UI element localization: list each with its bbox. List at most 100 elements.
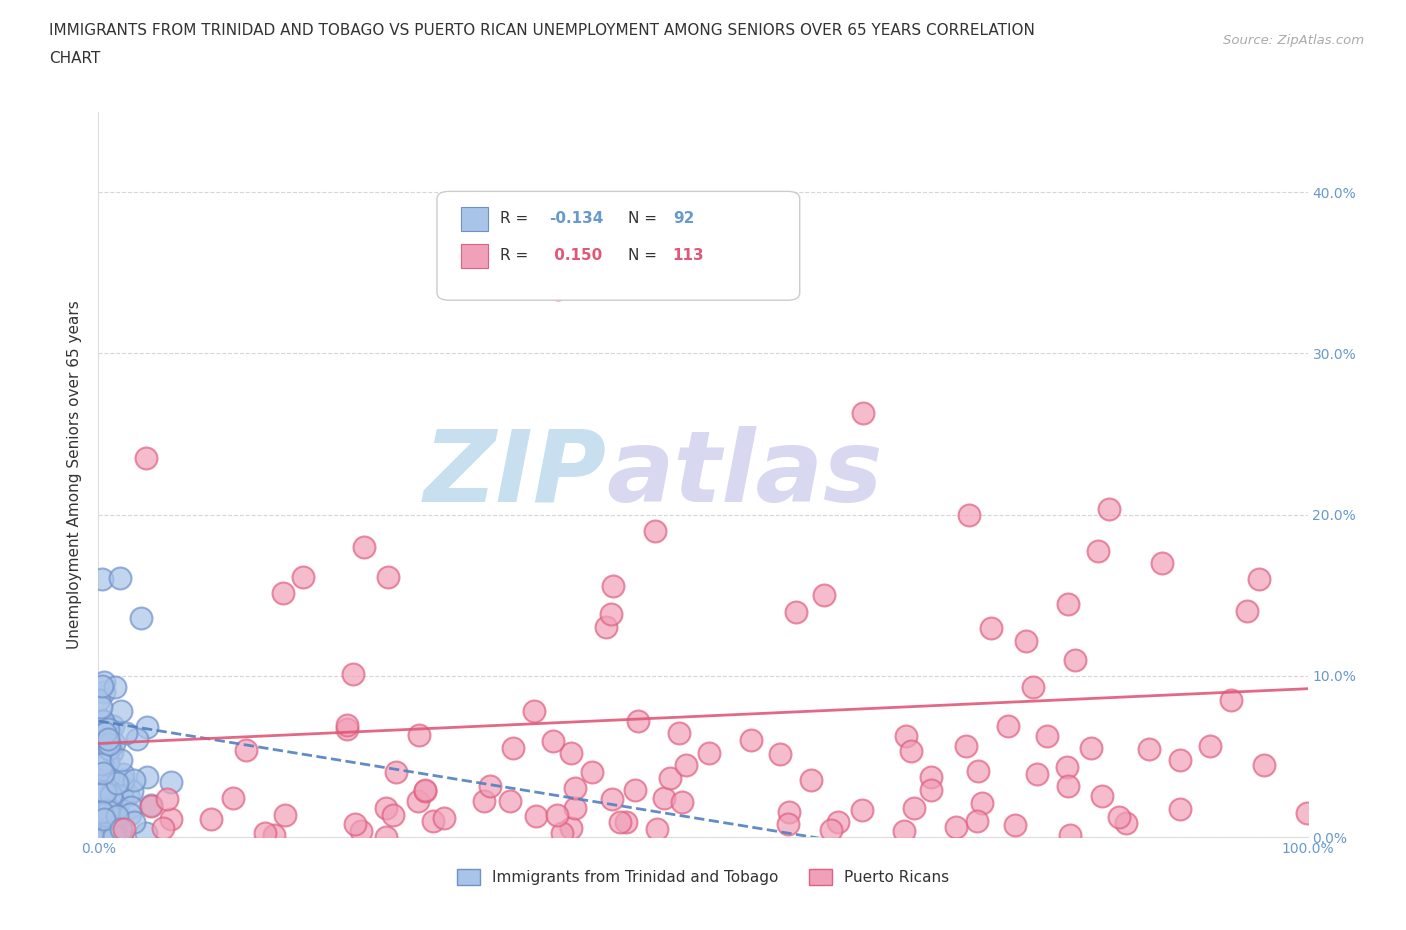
Point bbox=[89, 797, 111, 812]
Point bbox=[97, 741, 120, 756]
Point bbox=[769, 747, 792, 762]
Point bbox=[87, 822, 110, 837]
Point bbox=[624, 782, 647, 797]
Point bbox=[1057, 779, 1080, 794]
Point bbox=[1220, 692, 1243, 707]
Point bbox=[609, 815, 631, 830]
Point bbox=[1108, 810, 1130, 825]
Point bbox=[778, 817, 800, 831]
FancyBboxPatch shape bbox=[437, 192, 800, 300]
Text: atlas: atlas bbox=[606, 426, 883, 523]
Text: 0.150: 0.150 bbox=[550, 247, 603, 263]
Point bbox=[479, 778, 502, 793]
Point bbox=[342, 667, 364, 682]
Point bbox=[94, 804, 117, 818]
Point bbox=[1198, 738, 1220, 753]
Point bbox=[101, 813, 124, 828]
Point bbox=[111, 789, 134, 804]
Point bbox=[560, 746, 582, 761]
Point bbox=[1025, 767, 1047, 782]
Point bbox=[104, 680, 127, 695]
Point bbox=[105, 808, 128, 823]
Point bbox=[499, 793, 522, 808]
Point bbox=[546, 808, 568, 823]
Point bbox=[135, 451, 157, 466]
Point bbox=[93, 811, 115, 826]
Point bbox=[547, 282, 569, 297]
Point bbox=[111, 779, 134, 794]
Point bbox=[120, 800, 142, 815]
FancyBboxPatch shape bbox=[461, 207, 488, 232]
Point bbox=[96, 778, 118, 793]
Point bbox=[852, 405, 875, 420]
Point bbox=[778, 804, 800, 819]
Point bbox=[1022, 679, 1045, 694]
Point bbox=[139, 798, 162, 813]
Point bbox=[581, 764, 603, 779]
Point bbox=[122, 773, 145, 788]
Point bbox=[97, 754, 120, 769]
Point bbox=[90, 712, 112, 727]
Text: IMMIGRANTS FROM TRINIDAD AND TOBAGO VS PUERTO RICAN UNEMPLOYMENT AMONG SENIORS O: IMMIGRANTS FROM TRINIDAD AND TOBAGO VS P… bbox=[49, 23, 1035, 38]
Point bbox=[1168, 752, 1191, 767]
Point bbox=[97, 801, 120, 816]
Point bbox=[103, 718, 125, 733]
Point bbox=[135, 825, 157, 840]
Point bbox=[103, 736, 125, 751]
Point bbox=[1056, 760, 1078, 775]
Point bbox=[159, 811, 181, 826]
Point bbox=[89, 794, 111, 809]
Point bbox=[813, 588, 835, 603]
Point bbox=[920, 782, 942, 797]
Point bbox=[384, 764, 406, 779]
Point bbox=[110, 822, 132, 837]
Point bbox=[114, 726, 136, 741]
Point bbox=[374, 830, 396, 844]
Point bbox=[263, 827, 285, 842]
Point bbox=[103, 813, 125, 828]
Point bbox=[291, 570, 314, 585]
Point bbox=[353, 539, 375, 554]
Point bbox=[502, 740, 524, 755]
Point bbox=[90, 787, 112, 802]
Point bbox=[564, 781, 586, 796]
Legend: Immigrants from Trinidad and Tobago, Puerto Ricans: Immigrants from Trinidad and Tobago, Pue… bbox=[451, 863, 955, 891]
Point bbox=[90, 784, 112, 799]
Point bbox=[602, 578, 624, 593]
Point bbox=[90, 824, 112, 839]
Point bbox=[980, 620, 1002, 635]
FancyBboxPatch shape bbox=[461, 244, 488, 268]
Point bbox=[97, 829, 120, 844]
Point bbox=[1004, 817, 1026, 832]
Point bbox=[740, 732, 762, 747]
Point bbox=[851, 803, 873, 817]
Point bbox=[1296, 805, 1319, 820]
Point bbox=[107, 795, 129, 810]
Point bbox=[675, 757, 697, 772]
Point bbox=[135, 719, 157, 734]
Point bbox=[97, 804, 120, 818]
Point bbox=[98, 737, 121, 751]
Point bbox=[93, 827, 115, 842]
Point bbox=[117, 788, 139, 803]
Point bbox=[156, 791, 179, 806]
Point bbox=[91, 756, 114, 771]
Point bbox=[107, 782, 129, 797]
Point bbox=[408, 728, 430, 743]
Point bbox=[893, 824, 915, 839]
Point bbox=[110, 703, 132, 718]
Point bbox=[382, 808, 405, 823]
Point bbox=[87, 826, 110, 841]
Point bbox=[820, 823, 842, 838]
Point bbox=[108, 820, 131, 835]
Point bbox=[920, 770, 942, 785]
Point bbox=[94, 830, 117, 844]
Point bbox=[413, 784, 436, 799]
Point bbox=[1115, 816, 1137, 830]
Text: 113: 113 bbox=[672, 247, 704, 263]
Point bbox=[94, 725, 117, 740]
Point bbox=[560, 820, 582, 835]
Point bbox=[524, 808, 547, 823]
Point bbox=[564, 801, 586, 816]
Point bbox=[1137, 741, 1160, 756]
